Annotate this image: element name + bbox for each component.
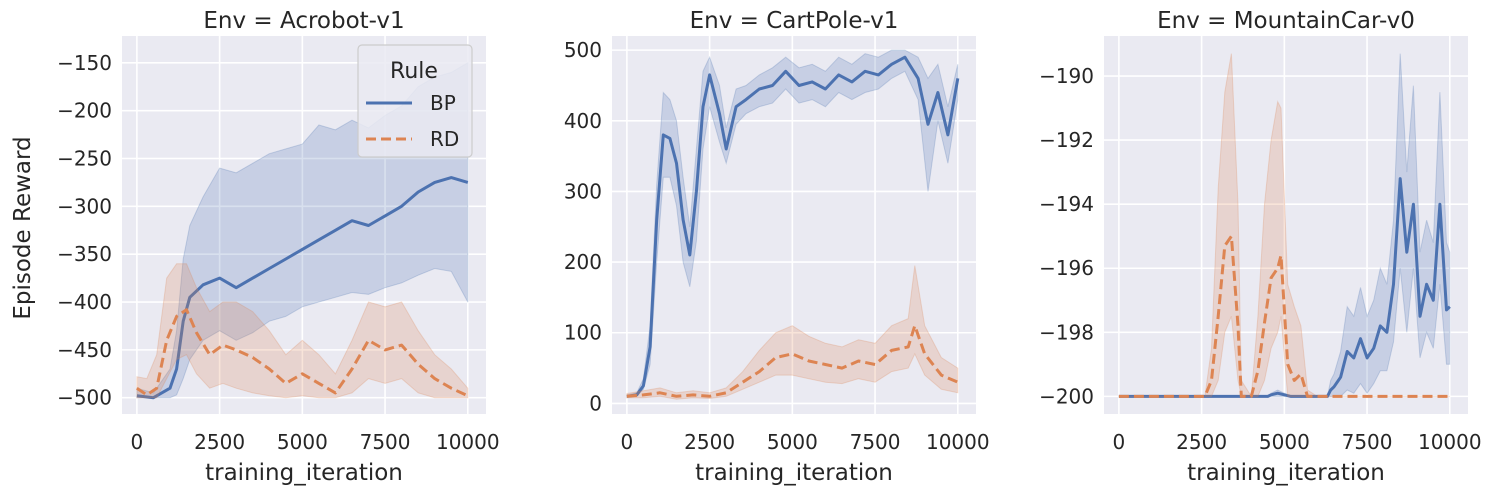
panel-title: Env = MountainCar-v0: [1157, 8, 1415, 34]
y-tick-label: −200: [1039, 384, 1094, 408]
y-tick-label: 0: [589, 391, 602, 415]
x-tick-label: 0: [621, 430, 634, 454]
x-tick-label: 7500: [1342, 430, 1393, 454]
panel-title: Env = Acrobot-v1: [203, 8, 404, 34]
x-tick-label: 0: [131, 430, 144, 454]
x-tick-label: 2500: [1176, 430, 1227, 454]
x-tick-label: 7500: [360, 430, 411, 454]
panel-3: 0 2500 5000 7500 10000 −200 −198 −196 −194 −192 −1…: [1039, 8, 1482, 486]
y-tick-label: 200: [564, 250, 602, 274]
x-axis-label: training_iteration: [695, 460, 893, 486]
y-tick-label: −194: [1039, 192, 1094, 216]
legend: Rule BP RD: [357, 44, 473, 158]
y-tick-label: −450: [57, 338, 112, 362]
y-axis-label: Episode Reward: [10, 136, 36, 319]
panel-2: 0 2500 5000 7500 10000 0 100 200 300 400 500 Env = …: [564, 8, 990, 486]
x-tick-label: 10000: [1418, 430, 1482, 454]
y-tick-label: −198: [1039, 320, 1094, 344]
y-tick-label: −350: [57, 242, 112, 266]
x-tick-label: 10000: [436, 430, 500, 454]
y-tick-label: −196: [1039, 256, 1094, 280]
confidence-band: [626, 265, 959, 400]
legend-label-bp: BP: [430, 91, 456, 115]
series-line: [136, 176, 469, 400]
series-line: [626, 324, 959, 398]
y-tick-label: −150: [57, 51, 112, 75]
y-tick-label: −400: [57, 290, 112, 314]
x-tick-label: 5000: [1259, 430, 1310, 454]
y-tick-label: 400: [564, 109, 602, 133]
x-tick-label: 2500: [684, 430, 735, 454]
series-line: [1118, 234, 1450, 398]
x-tick-label: 2500: [194, 430, 245, 454]
x-tick-label: 5000: [767, 430, 818, 454]
confidence-band: [1118, 53, 1450, 398]
x-axis-label: training_iteration: [1187, 460, 1385, 486]
plot-area: [612, 36, 976, 414]
y-tick-label: −300: [57, 194, 112, 218]
series-line: [626, 55, 960, 398]
legend-title: Rule: [390, 59, 438, 84]
y-tick-label: −500: [57, 386, 112, 410]
x-tick-label: 5000: [277, 430, 328, 454]
confidence-band: [136, 263, 469, 399]
y-tick-label: −192: [1039, 128, 1094, 152]
legend-label-rd: RD: [430, 127, 459, 151]
y-tick-label: 300: [564, 179, 602, 203]
series-bp: [626, 49, 960, 399]
y-tick-label: 500: [564, 38, 602, 62]
x-axis-label: training_iteration: [205, 460, 403, 486]
panel-title: Env = CartPole-v1: [690, 8, 899, 34]
series-line: [136, 308, 469, 398]
x-tick-label: 0: [1113, 430, 1126, 454]
y-tick-label: −190: [1039, 64, 1094, 88]
series-rd: [136, 263, 469, 399]
x-tick-label: 10000: [926, 430, 990, 454]
y-tick-label: 100: [564, 321, 602, 345]
series-rd: [1118, 53, 1450, 398]
y-tick-label: −200: [57, 99, 112, 123]
x-tick-label: 7500: [850, 430, 901, 454]
series-line: [1118, 177, 1451, 398]
series-rd: [626, 265, 959, 400]
y-tick-label: −250: [57, 146, 112, 170]
